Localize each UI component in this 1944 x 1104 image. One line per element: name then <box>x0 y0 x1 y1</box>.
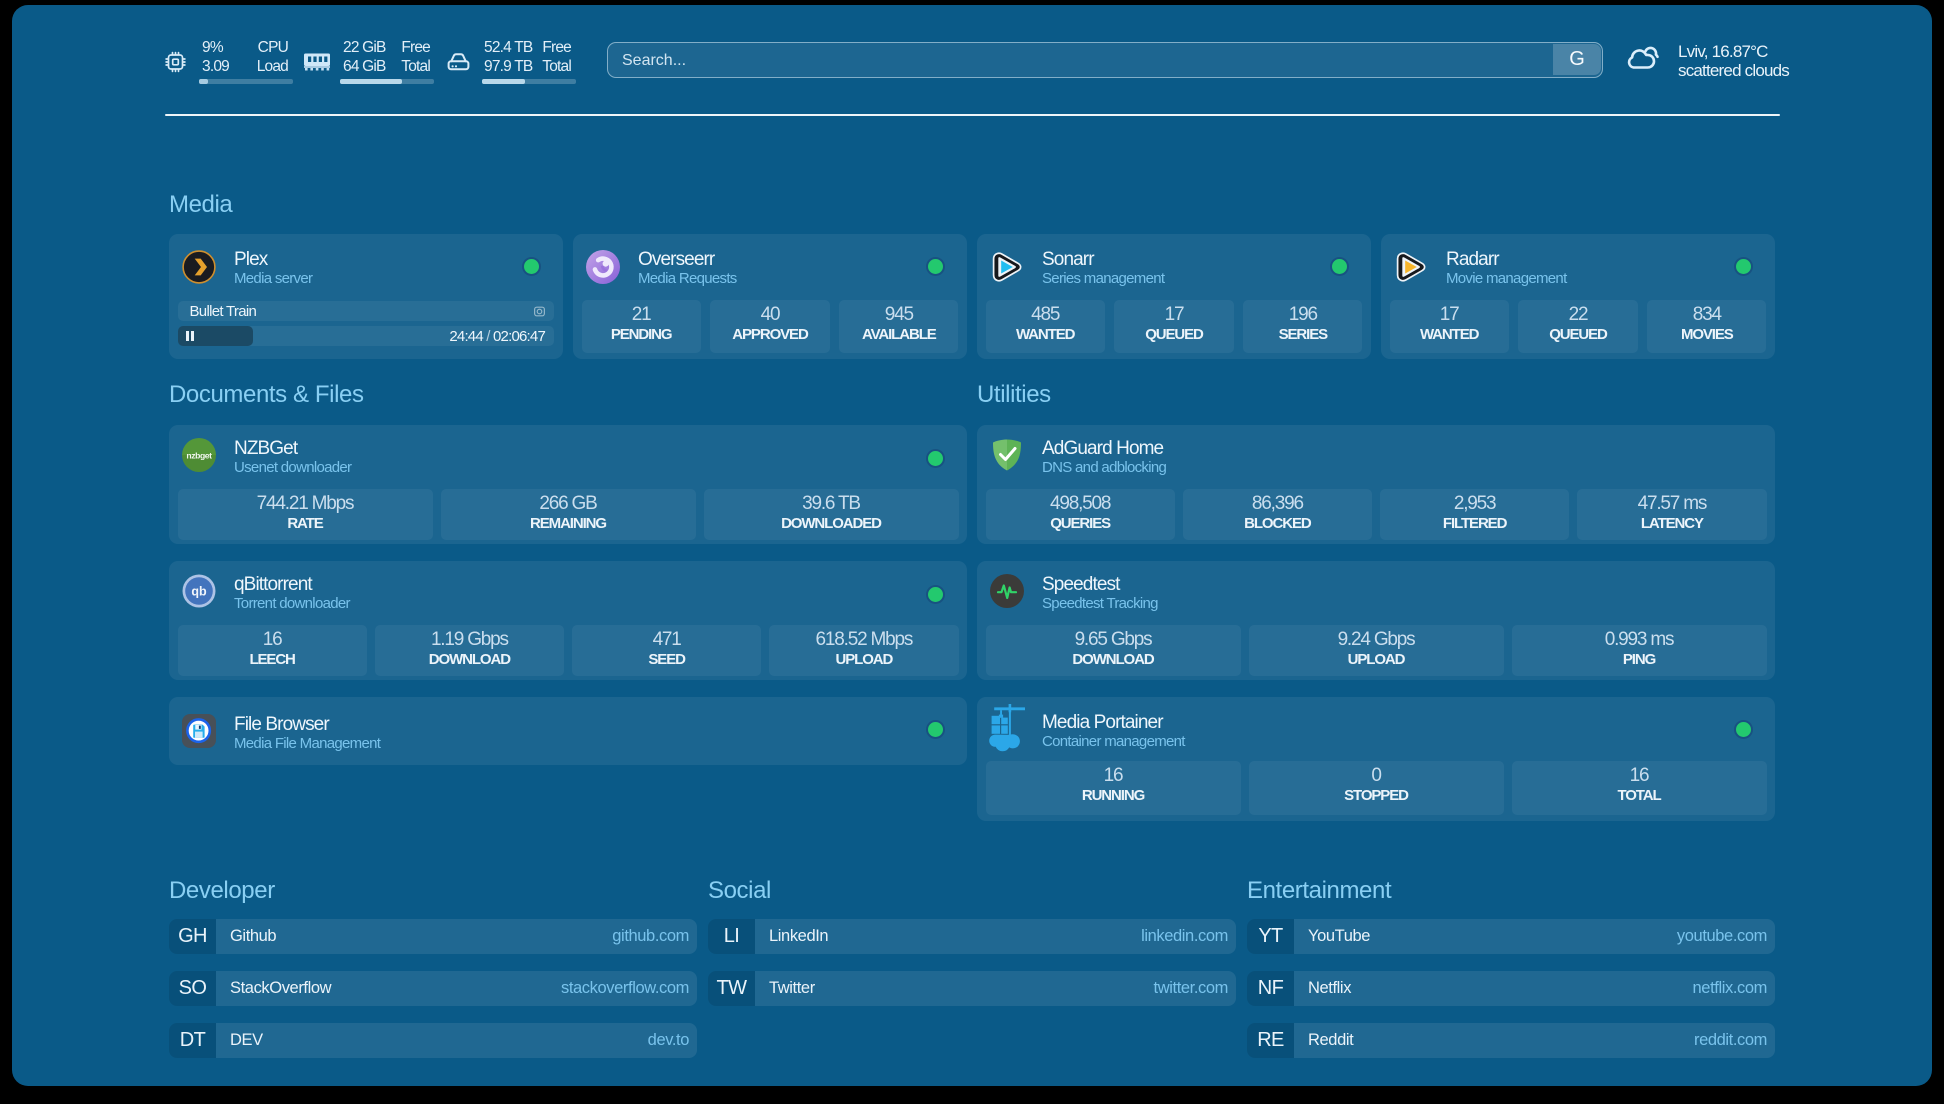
svg-text:nzbget: nzbget <box>186 451 212 461</box>
svg-text:qb: qb <box>191 585 207 599</box>
